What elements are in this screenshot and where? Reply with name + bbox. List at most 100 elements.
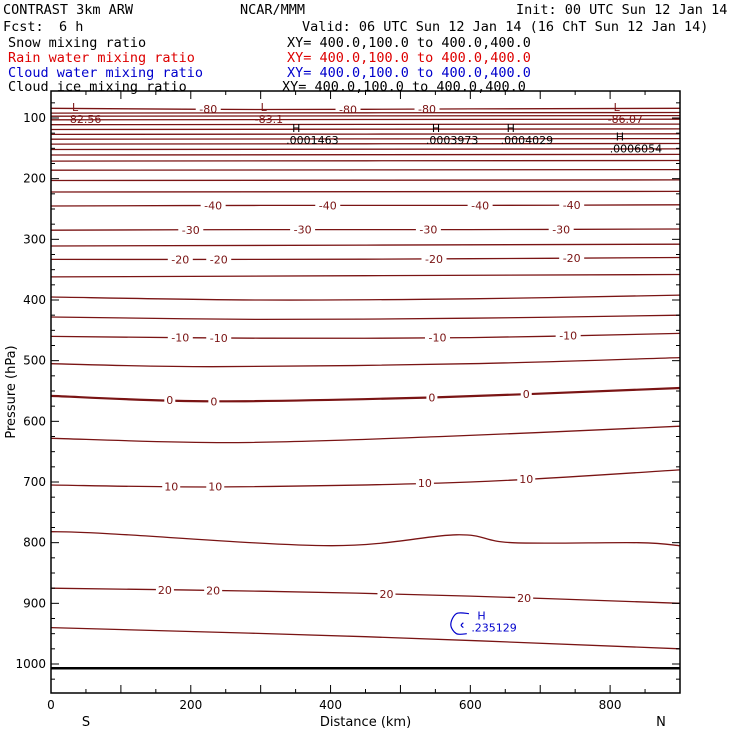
isotherm-label-bg (515, 591, 534, 604)
isotherm-label-bg (517, 472, 536, 485)
isotherm-line (50, 531, 681, 547)
extremum-value: .0006054 (610, 142, 663, 155)
field-rain-name: Rain water mixing ratio (8, 50, 195, 66)
isotherm-line (50, 190, 681, 193)
isotherm-label-bg (206, 331, 232, 344)
isotherm-line (50, 179, 681, 182)
y-tick-label: 400 (23, 293, 46, 307)
extremum-value: -86.07 (608, 113, 643, 126)
isotherm-label: -30 (294, 224, 312, 237)
isotherm-label: -20 (210, 253, 228, 266)
x-axis-end-label-north: N (656, 715, 666, 730)
isotherm-label-bg (424, 331, 450, 344)
isotherm-label: -40 (563, 199, 581, 212)
isotherm-label-bg (414, 103, 440, 116)
isotherm-label-bg (548, 223, 574, 236)
isotherm-label-bg (520, 387, 532, 400)
y-tick-label: 500 (23, 354, 46, 368)
isotherm-line (50, 111, 681, 114)
isotherm-label: 20 (379, 588, 393, 601)
y-tick-label: 800 (23, 536, 46, 550)
extremum-value: .0004029 (501, 134, 553, 147)
field-rain-xy: XY= 400.0,100.0 to 400.0,400.0 (287, 50, 531, 66)
cloud-water-contour (450, 612, 469, 635)
y-axis-title: Pressure (hPa) (4, 345, 19, 438)
cloud-water-contour (460, 622, 464, 629)
isotherm-label: 10 (208, 481, 222, 494)
isotherm-line (50, 159, 681, 162)
isotherm-label-bg (164, 393, 176, 406)
isotherm-label-bg (167, 253, 193, 266)
extremum-value: -83.1 (255, 113, 283, 126)
isotherm--30c (50, 228, 681, 231)
isotherm-line (50, 142, 681, 145)
field-cloudwater-xy: XY= 400.0,100.0 to 400.0,400.0 (287, 65, 531, 81)
isotherm-label: 20 (206, 585, 220, 598)
x-tick-label: 800 (599, 698, 622, 712)
low-marker: L (614, 101, 621, 114)
isotherm-label: -20 (563, 252, 581, 265)
y-tick-label: 600 (23, 414, 46, 428)
header-model: CONTRAST 3km ARW (3, 2, 134, 18)
isotherm-label: -80 (339, 103, 357, 116)
isotherm-label-bg (162, 480, 181, 493)
isotherm-line (50, 626, 681, 650)
isotherm-label: -10 (559, 330, 577, 343)
x-tick-label: 0 (47, 698, 55, 712)
isotherm-line (50, 123, 681, 126)
isotherm-label: -40 (204, 199, 222, 212)
isotherm-label: 10 (164, 480, 178, 493)
header-org: NCAR/MMM (240, 2, 306, 18)
isotherm-label-bg (559, 199, 585, 212)
isotherm-label-bg (206, 480, 225, 493)
isotherm-label-bg (290, 223, 316, 236)
extrema-labels: L-82.56L-83.1L-86.07H.0001463H.0003973H.… (66, 101, 662, 634)
field-snow-xy: XY= 400.0,100.0 to 400.0,400.0 (287, 35, 531, 51)
isotherm-label-bg (315, 199, 341, 212)
isotherm-label-bg (206, 253, 232, 266)
isotherm-line (50, 118, 681, 121)
isotherm-line (50, 314, 681, 321)
isotherm-label-bg (178, 223, 204, 236)
x-axis-end-label-south: S (82, 715, 90, 730)
isotherm-line (50, 168, 681, 171)
x-tick-label: 400 (319, 698, 342, 712)
isotherm-label: 0 (166, 394, 173, 407)
isotherm-label: -40 (319, 199, 337, 212)
isotherm-label: 10 (519, 473, 533, 486)
isotherm-label: 10 (418, 477, 432, 490)
isotherm-line (50, 153, 681, 156)
isotherm-line (50, 114, 681, 117)
y-tick-label: 700 (23, 475, 46, 489)
isotherm-label: 0 (428, 391, 435, 404)
isotherm-label: 0 (210, 395, 217, 408)
isotherm--20c (50, 256, 681, 261)
isotherm-line (50, 273, 681, 278)
isotherm-label-bg (195, 103, 221, 116)
extremum-value: .0003973 (426, 134, 479, 147)
isotherm-label: -30 (182, 224, 200, 237)
isotherm-label-bg (426, 391, 438, 404)
isotherm-10c (50, 469, 681, 488)
extremum-value: .0001463 (286, 134, 339, 147)
low-marker: L (72, 101, 79, 114)
isotherm-line (50, 137, 681, 140)
isotherm-label-bg (555, 329, 581, 342)
isotherm-label: -80 (199, 103, 217, 116)
isotherm-line (50, 133, 681, 136)
y-tick-label: 900 (23, 596, 46, 610)
field-snow-name: Snow mixing ratio (8, 35, 147, 51)
isotherm-label-bg (415, 223, 441, 236)
isotherm-line (50, 148, 681, 151)
x-axis-title: Distance (km) (320, 715, 411, 730)
field-cloudwater-name: Cloud water mixing ratio (8, 65, 204, 81)
isotherm-label-bg (200, 199, 226, 212)
isotherm-label: -80 (418, 103, 436, 116)
isotherm--80c (50, 107, 681, 111)
y-tick-label: 100 (23, 111, 46, 125)
y-tick-label: 1000 (15, 657, 46, 671)
high-marker: H (432, 122, 440, 135)
header-valid: Valid: 06 UTC Sun 12 Jan 14 (16 ChT Sun … (302, 19, 709, 35)
isotherm-label-bg (467, 199, 493, 212)
